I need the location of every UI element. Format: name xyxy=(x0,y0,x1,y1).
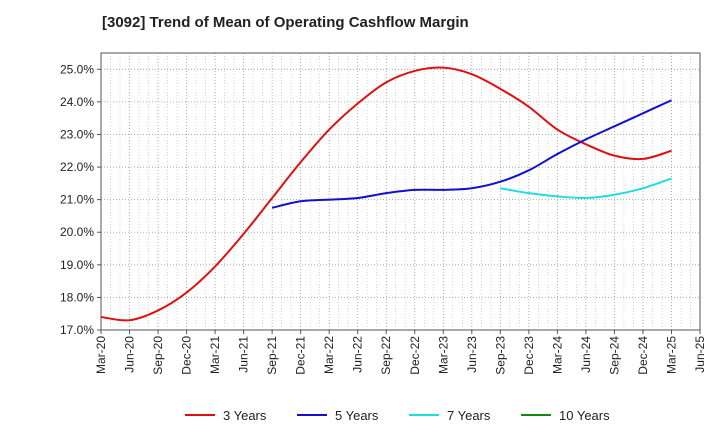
y-tick-label: 19.0% xyxy=(60,258,94,272)
x-tick-label: Sep-23 xyxy=(493,336,507,375)
legend-label: 7 Years xyxy=(447,408,491,423)
axes xyxy=(100,52,701,331)
x-tick-label: Mar-24 xyxy=(550,336,564,374)
x-tick-label: Dec-23 xyxy=(522,336,536,375)
y-tick-label: 21.0% xyxy=(60,193,94,207)
series-line-7-years xyxy=(500,177,672,200)
x-tick-label: Jun-23 xyxy=(465,336,479,373)
x-tick-label: Dec-21 xyxy=(294,336,308,375)
y-tick-label: 18.0% xyxy=(60,290,94,304)
x-tick-label: Jun-24 xyxy=(579,336,593,373)
x-tick-label: Jun-25 xyxy=(693,336,707,373)
x-tick-label: Jun-22 xyxy=(351,336,365,373)
legend-label: 5 Years xyxy=(335,408,379,423)
x-tick-label: Dec-24 xyxy=(636,336,650,375)
x-tick-label: Mar-22 xyxy=(322,336,336,374)
x-tick-label: Jun-20 xyxy=(123,336,137,373)
series-line-3-years xyxy=(100,66,672,322)
y-tick-label: 22.0% xyxy=(60,160,94,174)
plot-area-border xyxy=(100,52,701,331)
legend-label: 3 Years xyxy=(223,408,267,423)
y-tick-label: 24.0% xyxy=(60,95,94,109)
series-lines xyxy=(100,66,672,322)
y-tick-label: 25.0% xyxy=(60,62,94,76)
x-tick-label: Mar-20 xyxy=(94,336,108,374)
y-tick-label: 17.0% xyxy=(60,323,94,337)
x-tick-label: Sep-22 xyxy=(379,336,393,375)
x-tick-label: Sep-20 xyxy=(151,336,165,375)
x-axis-ticks: Mar-20 Jun-20 Sep-20 Dec-20 Mar-21 Jun-21 Sep-… xyxy=(94,330,707,375)
legend: 3 Years 5 Years 7 Years 10 Years xyxy=(185,408,610,423)
series-line-5-years xyxy=(271,99,672,209)
x-tick-label: Mar-25 xyxy=(664,336,678,374)
x-tick-label: Dec-20 xyxy=(180,336,194,375)
y-tick-label: 20.0% xyxy=(60,225,94,239)
x-tick-label: Mar-23 xyxy=(436,336,450,374)
y-axis-ticks: 17.0% 18.0% 19.0% 20.0% 21.0% 22.0% 23.0% 24.0%… xyxy=(60,62,101,337)
x-tick-label: Dec-22 xyxy=(408,336,422,375)
x-tick-label: Mar-21 xyxy=(208,336,222,374)
y-tick-label: 23.0% xyxy=(60,127,94,141)
legend-label: 10 Years xyxy=(559,408,610,423)
x-tick-label: Sep-21 xyxy=(265,336,279,375)
chart-title: [3092] Trend of Mean of Operating Cashfl… xyxy=(102,14,469,31)
x-tick-label: Jun-21 xyxy=(237,336,251,373)
x-tick-label: Sep-24 xyxy=(607,336,621,375)
